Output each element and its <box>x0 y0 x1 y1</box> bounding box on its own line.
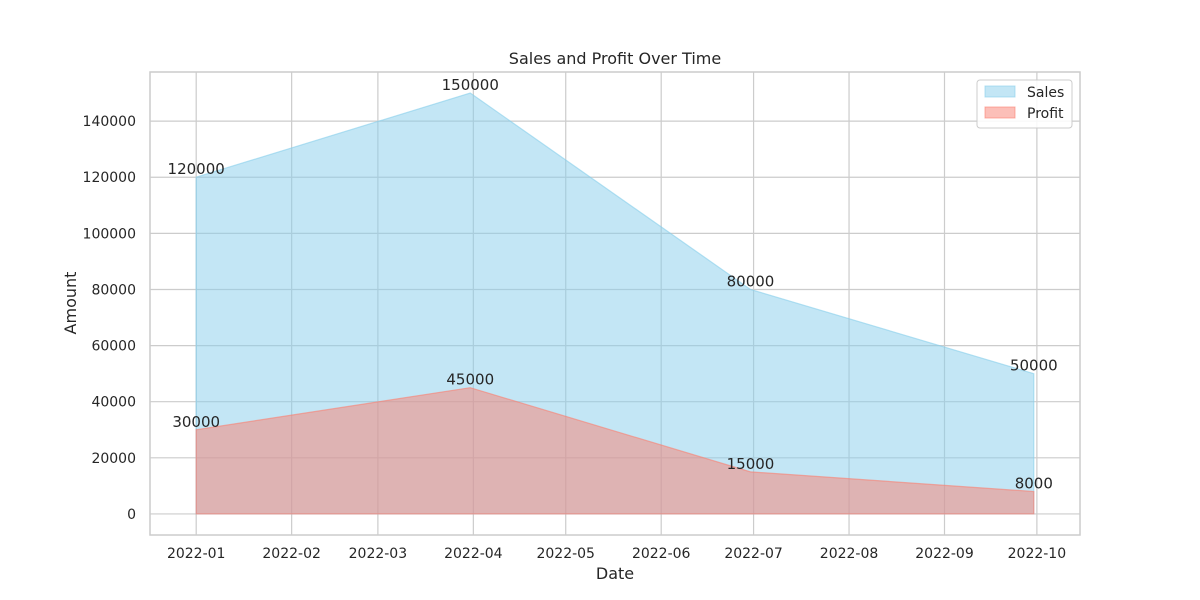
x-tick-label: 2022-10 <box>1008 546 1067 562</box>
y-tick-label: 40000 <box>91 395 136 411</box>
y-axis-title: Amount <box>61 272 80 335</box>
data-labels: 120000 150000 80000 50000 30000 45000 15000 800… <box>168 76 1058 492</box>
legend-swatch-profit <box>984 106 1016 119</box>
data-label-sales: 150000 <box>442 76 499 94</box>
y-tick-label: 100000 <box>83 226 136 242</box>
x-axis-title: Date <box>596 564 634 583</box>
y-tick-label: 140000 <box>83 114 136 130</box>
x-tick-label: 2022-01 <box>167 546 226 562</box>
y-tick-label: 20000 <box>91 451 136 467</box>
x-tick-label: 2022-02 <box>262 546 321 562</box>
legend-label-sales: Sales <box>1027 85 1064 101</box>
data-label-sales: 120000 <box>168 160 225 178</box>
x-tick-label: 2022-08 <box>820 546 879 562</box>
plot-frame <box>149 71 1081 536</box>
data-label-sales: 50000 <box>1010 357 1058 375</box>
x-tick-label: 2022-03 <box>349 546 408 562</box>
legend-swatch-sales <box>984 85 1016 98</box>
x-tick-label: 2022-09 <box>915 546 974 562</box>
area-layer <box>195 92 1035 515</box>
y-tick-label: 0 <box>127 507 136 523</box>
y-tick-label: 60000 <box>91 339 136 355</box>
data-label-profit: 8000 <box>1015 475 1053 493</box>
x-tick-label: 2022-07 <box>724 546 783 562</box>
tick-labels: 2022-01 2022-02 2022-03 2022-04 2022-05 2022-… <box>83 114 1067 562</box>
y-tick-label: 120000 <box>83 170 136 186</box>
data-label-profit: 45000 <box>446 371 494 389</box>
area-profit <box>195 387 1035 515</box>
data-label-profit: 15000 <box>727 455 775 473</box>
chart-title: Sales and Profit Over Time <box>509 49 721 68</box>
data-label-profit: 30000 <box>172 413 220 431</box>
legend-label-profit: Profit <box>1027 106 1064 122</box>
plot-border <box>149 71 1081 536</box>
data-label-sales: 80000 <box>727 272 775 290</box>
legend: Sales Profit <box>976 79 1073 129</box>
y-tick-label: 80000 <box>91 282 136 298</box>
x-tick-label: 2022-05 <box>536 546 595 562</box>
x-tick-label: 2022-06 <box>632 546 691 562</box>
x-tick-label: 2022-04 <box>444 546 503 562</box>
